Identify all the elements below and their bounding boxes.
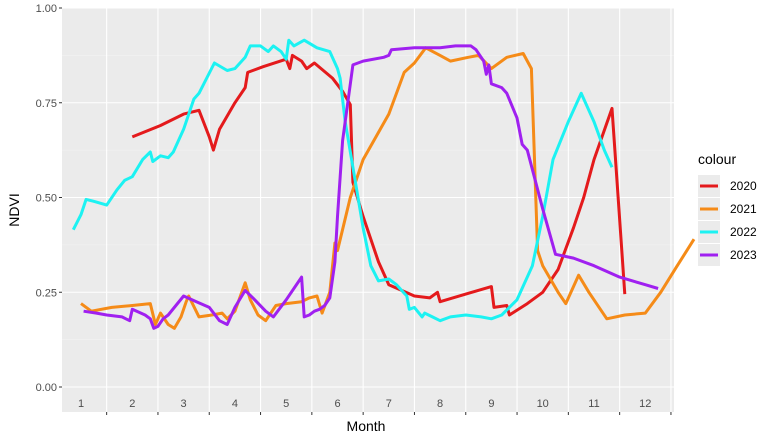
x-tick-label: 1	[78, 398, 84, 410]
x-tick-label: 5	[283, 398, 289, 410]
x-tick-label: 3	[181, 398, 187, 410]
x-axis-title: Month	[347, 418, 386, 434]
panel-background	[62, 8, 674, 412]
x-tick-label: 10	[537, 398, 549, 410]
series-lines	[71, 38, 696, 330]
series-line-2021	[80, 46, 696, 330]
legend-title: colour	[698, 151, 736, 167]
legend-label-2021: 2021	[730, 202, 757, 216]
y-tick-label: 0.25	[36, 287, 57, 299]
y-axis: 0.00 0.25 0.50 0.75 1.00	[36, 3, 62, 394]
x-tick-label: 9	[488, 398, 494, 410]
y-axis-title: NDVI	[6, 193, 22, 226]
x-tick-label: 6	[334, 398, 340, 410]
y-tick-label: 0.75	[36, 98, 57, 110]
y-tick-label: 1.00	[36, 3, 57, 15]
series-line-2020	[131, 53, 627, 317]
legend-label-2020: 2020	[730, 179, 757, 193]
x-tick-label: 11	[588, 398, 599, 410]
y-tick-label: 0.00	[36, 382, 57, 394]
x-axis: 1 2 3 4 5 6 7 8 9 10 11 12	[78, 398, 672, 415]
x-tick-label: 2	[129, 398, 135, 410]
x-tick-label: 7	[386, 398, 392, 410]
series-line-2023	[83, 44, 659, 330]
legend-label-2022: 2022	[730, 225, 757, 239]
x-tick-label: 4	[232, 398, 238, 410]
x-tick-label: 8	[437, 398, 443, 410]
legend-label-2023: 2023	[730, 248, 757, 262]
y-tick-label: 0.50	[36, 193, 57, 205]
legend: colour 2020 2021 2022 2023	[698, 151, 757, 266]
series-line-2022	[71, 38, 614, 323]
x-tick-label: 12	[639, 398, 651, 410]
